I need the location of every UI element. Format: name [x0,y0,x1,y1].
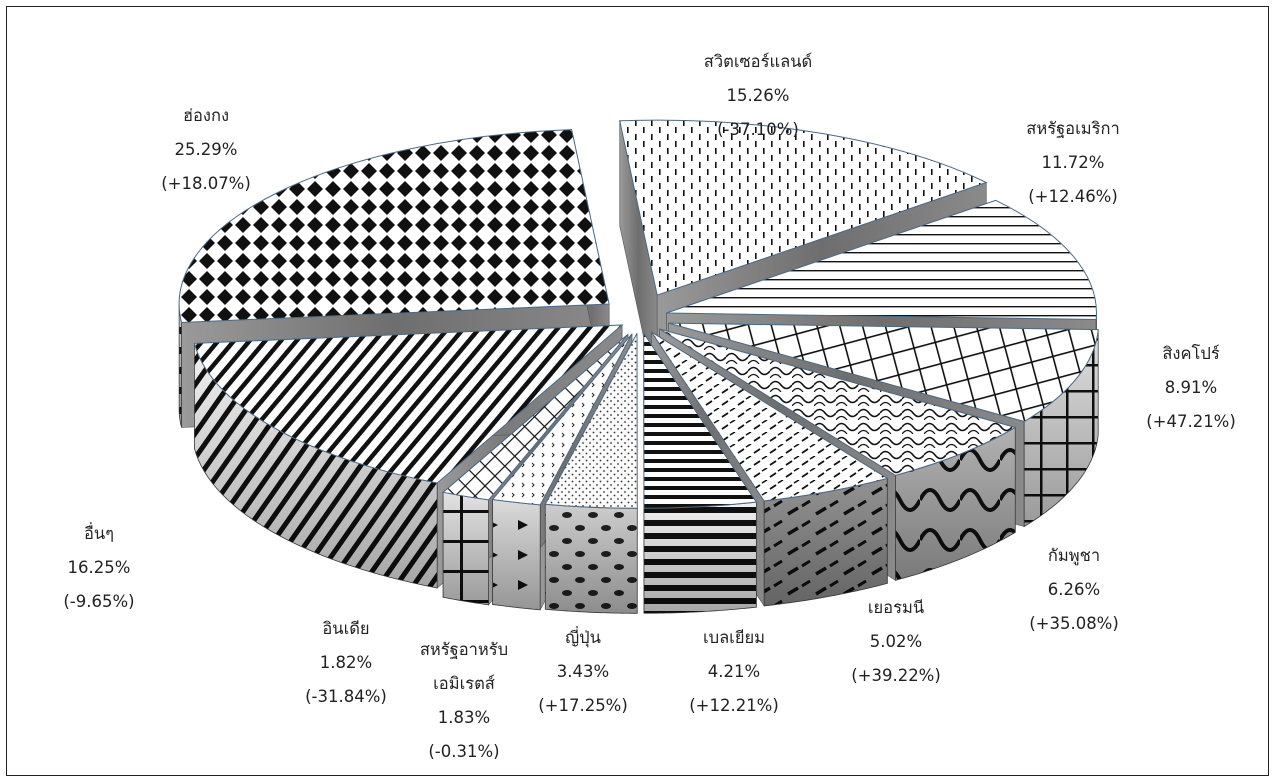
slice-side-shade [194,343,438,589]
slice-top [666,199,1097,320]
slice-label-line: 25.29% [175,140,238,159]
slice-label: เยอรมนี 5.02% (+39.22%) [851,598,941,685]
slice-label-line: 5.02% [870,632,922,651]
slice-label-line: สหรัฐอาหรับ [420,640,508,659]
slice-label: กัมพูชา 6.26% (+35.08%) [1029,546,1119,633]
slice-label: อินเดีย 1.82% (-31.84%) [305,619,387,706]
slice-labels: สวิตเซอร์แลนด์ 15.26% (-37.10%) สหรัฐอเมริก… [63,52,1235,761]
slice-label-line: (+47.21%) [1146,412,1236,431]
slice-label-line: เบลเยียม [703,628,765,647]
slice-label-line: สิงคโปร์ [1162,344,1220,363]
slice-label-line: 16.25% [68,558,131,577]
slice-side-shade [1024,329,1099,527]
slice-side-shade [643,502,757,614]
slice-side-shade [443,492,489,605]
slice-top [544,333,638,509]
slice-side-shade [492,499,541,610]
slice-label-line: (+18.07%) [161,174,251,193]
slice-label-line: อื่นๆ [84,522,114,543]
slice-label: สวิตเซอร์แลนด์ 15.26% (-37.10%) [704,52,812,139]
slice-top [491,333,633,506]
slice-label-line: (-31.84%) [305,687,387,706]
slice-label: อื่นๆ 16.25% (-9.65%) [63,522,134,611]
slice-label: สิงคโปร์ 8.91% (+47.21%) [1146,344,1236,431]
slice-label-line: 11.72% [1042,153,1105,172]
slice-label-line: (-9.65%) [63,592,134,611]
slice-label-line: (+12.21%) [689,696,779,715]
slice-side-shade [545,504,638,614]
slice-label-line: 6.26% [1048,580,1100,599]
slice-label-line: 1.82% [320,653,372,672]
slice-label-line: 3.43% [557,662,609,681]
slice-top [178,129,610,323]
slice-label: ฮ่องกง 25.29% (+18.07%) [161,106,251,193]
slice-label-line: (+12.46%) [1028,187,1118,206]
slice-label-line: เอมิเรตส์ [433,674,495,693]
slice-side-shade [179,304,182,428]
slice-label-line: ฮ่องกง [183,106,229,125]
slice-label-line: อินเดีย [322,619,369,638]
slice-label-line: (-37.10%) [717,120,799,139]
slice-top [668,322,1099,423]
slice-top [619,119,988,296]
slice-top [441,333,629,501]
slice-label-line: (+39.22%) [851,666,941,685]
slice-top [659,328,1017,476]
slice-label: เบลเยียม 4.21% (+12.21%) [689,628,779,715]
slice-label-line: สหรัฐอเมริกา [1026,119,1119,138]
slice-label-line: 8.91% [1165,378,1217,397]
slice-label-line: 15.26% [727,86,790,105]
slice-label-line: (-0.31%) [428,742,499,761]
slice-top [651,331,889,502]
slice-label-line: 4.21% [708,662,760,681]
slice-top [643,331,758,509]
slice-label: สหรัฐอเมริกา 11.72% (+12.46%) [1026,119,1119,206]
slice-label-line: (+35.08%) [1029,614,1119,633]
slice-label-line: (+17.25%) [538,696,628,715]
slice-label: ญี่ปุ่น 3.43% (+17.25%) [538,626,628,715]
slice-label-line: ญี่ปุ่น [565,626,601,648]
slice-side-shade [764,478,888,606]
slice-side-shade [895,427,1016,581]
slice-top [193,324,624,484]
pie-slice [544,333,638,614]
slice-label-line: เยอรมนี [868,598,924,617]
slice-label-line: กัมพูชา [1048,546,1100,566]
pie-slice [643,331,758,614]
slice-label-line: 1.83% [438,708,490,727]
slice-label-line: สวิตเซอร์แลนด์ [704,52,812,71]
pie-slices [178,119,1099,614]
